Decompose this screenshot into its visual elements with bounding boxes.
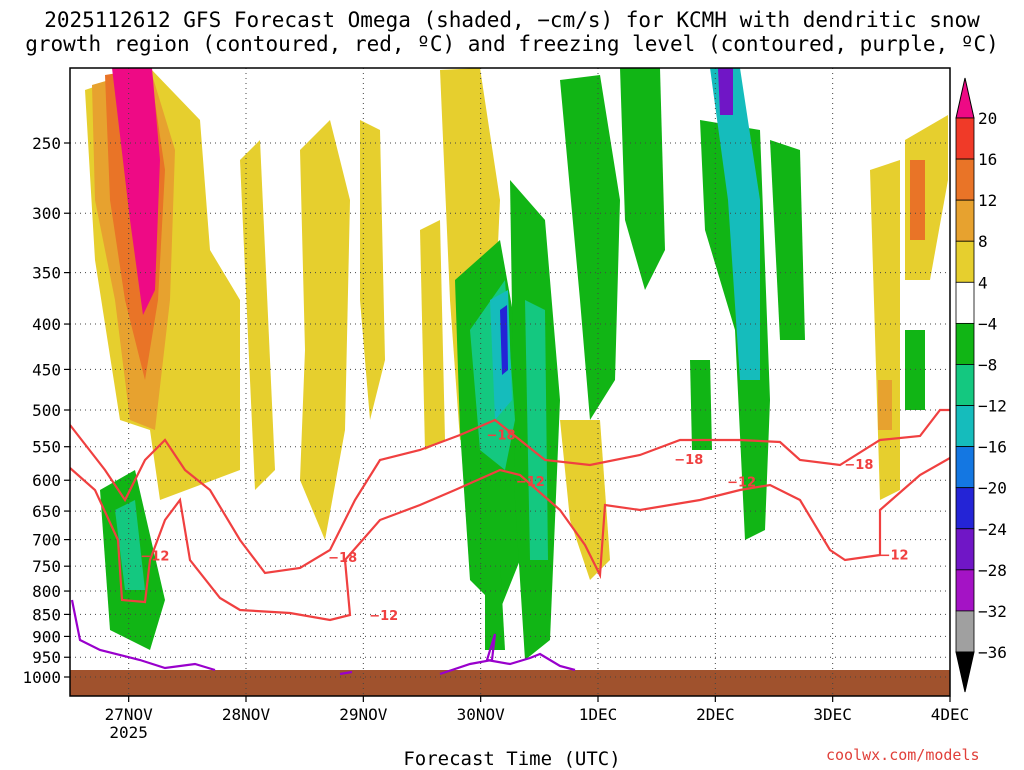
omega-shade-region [560,420,610,580]
x-tick-label: 3DEC [813,705,852,724]
y-tick-label: 850 [32,605,61,624]
colorbar-label: −28 [978,561,1007,580]
colorbar-segment [955,610,975,653]
y-tick-label: 600 [32,471,61,490]
omega-shade-region [620,68,665,290]
y-tick-label: 300 [32,204,61,223]
colorbar-segment [955,487,975,530]
omega-shade-region [870,160,900,500]
y-tick-label: 700 [32,531,61,550]
omega-shade-region [710,68,760,380]
y-tick-label: 900 [32,627,61,646]
x-tick-label: 28NOV [222,705,271,724]
contour-label: −12 [727,476,756,491]
colorbar-label: −16 [978,438,1007,457]
x-tick-label: 1DEC [579,705,618,724]
omega-shade-region [500,305,508,375]
chart-title-line-1: 2025112612 GFS Forecast Omega (shaded, −… [44,8,980,32]
contour-labels: −12 −18 −12 −18 −12 −18 −12 −18 −12 [140,428,909,624]
colorbar-label: 16 [978,150,997,169]
colorbar-label: −36 [978,643,1007,662]
contour-label: −12 [140,549,169,564]
grid-lines [70,68,950,696]
omega-shade-region [300,120,350,540]
y-tick-label: 550 [32,438,61,457]
contour-label: −18 [328,551,357,566]
colorbar-segment [955,322,975,365]
contour-label: −18 [487,428,516,443]
omega-shade-region [115,500,145,590]
colorbar-segment [955,199,975,242]
y-axis: 250 300 350 400 450 500 550 600 650 700 750 800 850 9… [22,134,70,687]
omega-shade-region [718,68,733,115]
colorbar-segment [955,281,975,324]
colorbar-label: −32 [978,602,1007,621]
y-tick-label: 650 [32,502,61,521]
contour-label: −12 [516,475,545,490]
omega-shade-region [905,330,925,410]
omega-shade-region [240,140,275,490]
colorbar-label: 12 [978,191,997,210]
y-tick-label: 450 [32,360,61,379]
x-tick-label: 27NOV [105,705,154,724]
colorbar-segment [955,240,975,283]
omega-shade-region [878,380,892,430]
chart-title-line-2: growth region (contoured, red, ºC) and f… [25,32,999,56]
x-axis-label: Forecast Time (UTC) [403,748,621,770]
x-tick-label: 30NOV [457,705,506,724]
colorbar-segment [955,569,975,612]
colorbar-segment [955,528,975,571]
contour-label: −12 [369,609,398,624]
contour-label: −18 [844,458,873,473]
colorbar-segment [955,405,975,448]
colorbar-top-arrow [955,77,975,119]
contour-layer [70,408,950,676]
y-tick-label: 950 [32,648,61,667]
colorbar-label: 8 [978,232,988,251]
y-tick-label: 750 [32,557,61,576]
colorbar: 20 16 12 8 4 −4 −8 −12 −16 −20 −24 −28 −32 −36 [955,77,1007,693]
freezing-level-contour [70,599,576,676]
omega-shade-region [910,160,925,240]
omega-shade-region [770,140,805,340]
colorbar-label: 4 [978,273,988,292]
dgz-contour-minus-12 [70,457,950,622]
y-tick-label: 800 [32,582,61,601]
y-tick-label: 1000 [22,668,61,687]
omega-shade-region [690,360,712,450]
colorbar-bottom-arrow [955,651,975,693]
x-tick-label: 4DEC [931,705,970,724]
colorbar-label: −12 [978,397,1007,416]
omega-shade-region [560,75,620,420]
colorbar-label: −8 [978,355,997,374]
colorbar-label: −4 [978,314,997,333]
colorbar-segment [955,117,975,160]
omega-shading-layer [70,68,950,696]
colorbar-label: −24 [978,520,1007,539]
omega-shade-region [485,560,505,650]
y-tick-label: 400 [32,315,61,334]
x-tick-label: 29NOV [339,705,388,724]
omega-shade-region [112,68,160,315]
y-tick-label: 250 [32,134,61,153]
x-tick-label: 2DEC [696,705,735,724]
dgz-contour-minus-18 [70,408,950,575]
omega-shade-region [420,220,445,450]
y-tick-label: 500 [32,401,61,420]
colorbar-segment [955,158,975,201]
contour-label: −12 [880,548,909,563]
surface-ground [70,670,950,696]
colorbar-label: −20 [978,479,1007,498]
colorbar-segment [955,364,975,406]
omega-shade-region [360,120,385,420]
x-tick-sublabel: 2025 [109,723,148,742]
colorbar-segment [955,446,975,489]
plot-frame [69,67,951,697]
credit-link[interactable]: coolwx.com/models [826,746,980,764]
contour-label: −18 [674,453,703,468]
colorbar-label: 20 [978,109,997,128]
y-tick-label: 350 [32,264,61,283]
